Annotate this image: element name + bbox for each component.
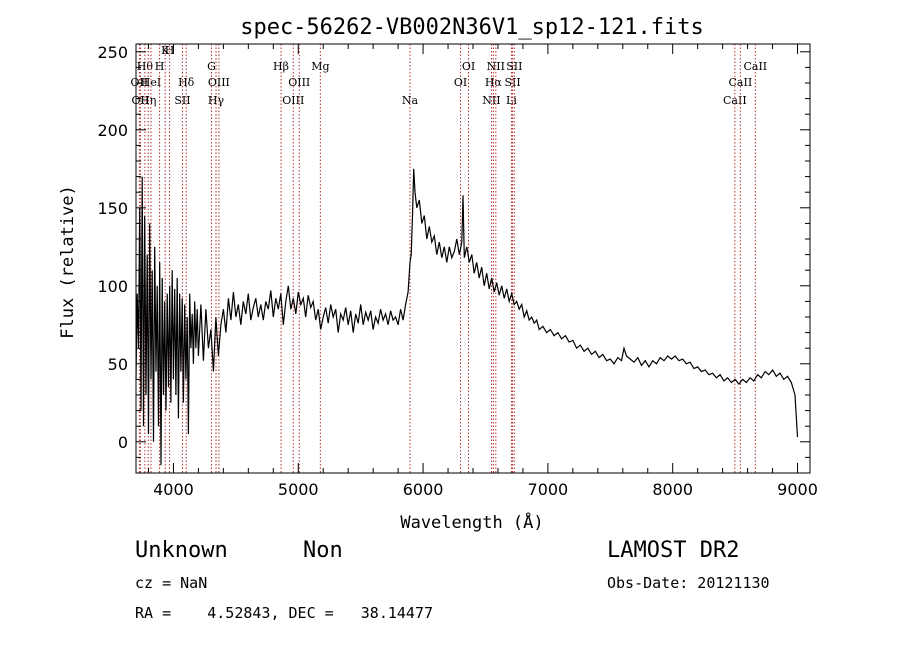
- x-tick-label: 5000: [278, 480, 319, 499]
- y-tick-label: 100: [97, 277, 128, 296]
- y-tick-label: 200: [97, 121, 128, 140]
- marker-label: Hδ: [178, 76, 195, 89]
- object-subclass: Non: [303, 538, 343, 563]
- marker-label: SII: [504, 76, 520, 89]
- obs-date: Obs-Date: 20121130: [607, 574, 770, 592]
- marker-label: K: [161, 44, 170, 57]
- y-tick-label: 50: [108, 355, 128, 374]
- marker-label: Mg: [311, 60, 329, 73]
- spectrum-chart: spec-56262-VB002N36V1_sp12-121.fits OIIO…: [58, 15, 818, 533]
- marker-label: SII: [506, 60, 522, 73]
- y-tick-label: 250: [97, 43, 128, 62]
- ra-dec-coordinates: RA = 4.52843, DEC = 38.14477: [135, 604, 434, 622]
- marker-label: CaII: [729, 76, 753, 89]
- marker-label: H: [155, 60, 165, 73]
- marker-label: OIII: [288, 76, 310, 89]
- y-tick-label: 0: [118, 433, 128, 452]
- x-tick-label: 4000: [153, 480, 194, 499]
- marker-label: OI: [462, 60, 475, 73]
- x-axis-label: Wavelength (Å): [400, 511, 543, 533]
- marker-label: Hβ: [273, 60, 289, 73]
- x-tick-label: 6000: [403, 480, 444, 499]
- marker-label: HeI: [141, 76, 161, 89]
- marker-label: NII: [487, 60, 505, 73]
- marker-label: H: [165, 44, 175, 57]
- plot-frame: [135, 43, 811, 474]
- marker-label: G: [207, 60, 216, 73]
- redshift-cz: cz = NaN: [135, 574, 208, 592]
- marker-label: OIII: [282, 94, 304, 107]
- survey-name: LAMOST DR2: [607, 538, 740, 563]
- flux-series-line: [135, 168, 799, 466]
- line-markers: OIIOIIHθHηHeIHKHSIIHδGHγOIIIHβOIIIOIIIMg…: [131, 44, 767, 473]
- x-tick-label: 9000: [777, 480, 818, 499]
- marker-label: Na: [402, 94, 419, 107]
- x-tick-label: 7000: [528, 480, 569, 499]
- y-axis-label: Flux (relative): [58, 185, 78, 339]
- marker-label: SII: [174, 94, 190, 107]
- marker-label: Hθ: [137, 60, 154, 73]
- marker-label: Hα: [485, 76, 503, 89]
- x-tick-label: 8000: [652, 480, 693, 499]
- marker-label: CaII: [723, 94, 747, 107]
- chart-title: spec-56262-VB002N36V1_sp12-121.fits: [240, 15, 704, 40]
- marker-label: NII: [482, 94, 500, 107]
- y-tick-label: 150: [97, 199, 128, 218]
- marker-label: OIII: [208, 76, 230, 89]
- marker-label: Hη: [140, 94, 156, 107]
- marker-label: Li: [506, 94, 517, 107]
- marker-label: OI: [454, 76, 467, 89]
- axes: 4000 5000 6000 7000 8000 9000 0 50 100 150 200 250: [97, 43, 817, 499]
- marker-label: Hγ: [208, 94, 225, 107]
- marker-label: CaII: [743, 60, 767, 73]
- object-class: Unknown: [135, 538, 228, 563]
